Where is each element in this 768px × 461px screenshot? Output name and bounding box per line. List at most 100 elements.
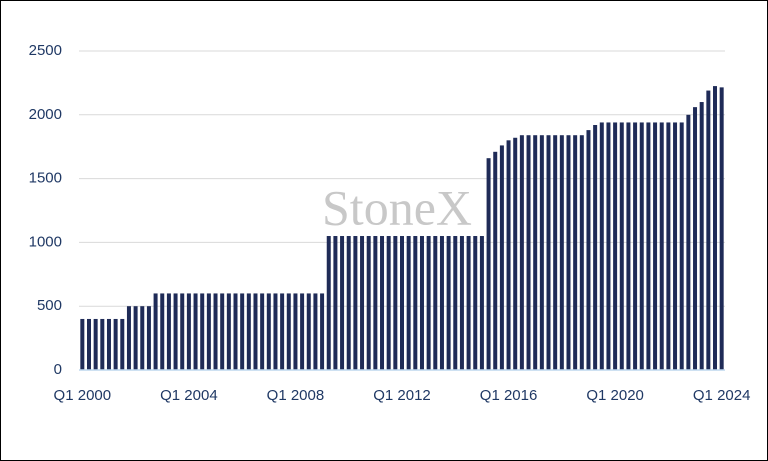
bar bbox=[426, 236, 431, 370]
bar bbox=[693, 107, 698, 371]
y-tick-label: 2500 bbox=[29, 42, 62, 59]
bar bbox=[146, 306, 151, 370]
y-tick-label: 500 bbox=[37, 297, 62, 314]
bar bbox=[126, 306, 131, 370]
x-tick-label: Q1 2000 bbox=[54, 387, 112, 404]
x-tick-label: Q1 2024 bbox=[693, 387, 751, 404]
bar bbox=[173, 293, 178, 370]
bar bbox=[260, 293, 265, 370]
bar bbox=[113, 318, 118, 370]
bar bbox=[553, 135, 558, 370]
bar bbox=[486, 158, 491, 370]
bar bbox=[246, 293, 251, 370]
bar bbox=[519, 135, 524, 370]
bar bbox=[639, 122, 644, 371]
bar bbox=[546, 135, 551, 370]
bar bbox=[120, 318, 125, 370]
bar bbox=[679, 122, 684, 371]
bar bbox=[513, 137, 518, 370]
bar bbox=[666, 122, 671, 371]
bar bbox=[86, 318, 91, 370]
bar bbox=[613, 122, 618, 371]
bar bbox=[326, 236, 331, 370]
bar bbox=[393, 236, 398, 370]
bar bbox=[313, 293, 318, 370]
bar bbox=[573, 135, 578, 370]
bar bbox=[646, 122, 651, 371]
bar bbox=[373, 236, 378, 370]
bar bbox=[499, 145, 504, 370]
y-tick-label: 0 bbox=[54, 361, 62, 378]
bar bbox=[559, 135, 564, 370]
bar bbox=[466, 236, 471, 370]
bar bbox=[320, 293, 325, 370]
bar bbox=[606, 122, 611, 371]
bar bbox=[626, 122, 631, 371]
bar bbox=[380, 236, 385, 370]
bar bbox=[579, 135, 584, 370]
bar bbox=[346, 236, 351, 370]
bar bbox=[619, 122, 624, 371]
bar bbox=[686, 114, 691, 370]
bar bbox=[699, 102, 704, 370]
bar bbox=[153, 293, 158, 370]
x-tick-label: Q1 2008 bbox=[267, 387, 325, 404]
bar bbox=[599, 122, 604, 371]
bar bbox=[539, 135, 544, 370]
bar bbox=[406, 236, 411, 370]
bar bbox=[273, 293, 278, 370]
bar bbox=[593, 125, 598, 371]
bar bbox=[200, 293, 205, 370]
bar bbox=[280, 293, 285, 370]
bar bbox=[366, 236, 371, 370]
bar bbox=[473, 236, 478, 370]
bar bbox=[493, 151, 498, 370]
bar bbox=[659, 122, 664, 371]
bar bbox=[240, 293, 245, 370]
x-tick-label: Q1 2016 bbox=[480, 387, 538, 404]
bar bbox=[713, 86, 718, 370]
x-tick-label: Q1 2004 bbox=[160, 387, 218, 404]
bar bbox=[506, 140, 511, 370]
bar bbox=[266, 293, 271, 370]
bar bbox=[439, 236, 444, 370]
bar bbox=[653, 122, 658, 371]
bar bbox=[333, 236, 338, 370]
bar bbox=[93, 318, 98, 370]
bar bbox=[586, 130, 591, 370]
bar bbox=[566, 135, 571, 370]
bar bbox=[293, 293, 298, 370]
bar bbox=[459, 236, 464, 370]
bar bbox=[719, 87, 724, 370]
y-tick-label: 1000 bbox=[29, 233, 62, 250]
bar bbox=[106, 318, 111, 370]
bar bbox=[446, 236, 451, 370]
bar bbox=[673, 122, 678, 371]
bar bbox=[180, 293, 185, 370]
bar bbox=[419, 236, 424, 370]
x-tick-label: Q1 2020 bbox=[586, 387, 644, 404]
bar bbox=[206, 293, 211, 370]
bar bbox=[286, 293, 291, 370]
bar bbox=[226, 293, 231, 370]
bar bbox=[533, 135, 538, 370]
bar bbox=[253, 293, 258, 370]
bar bbox=[213, 293, 218, 370]
watermark: StoneX bbox=[322, 179, 472, 235]
bar bbox=[80, 318, 85, 370]
bar bbox=[453, 236, 458, 370]
y-tick-label: 2000 bbox=[29, 106, 62, 123]
bar bbox=[100, 318, 105, 370]
bar bbox=[479, 236, 484, 370]
bar bbox=[413, 236, 418, 370]
bar bbox=[133, 306, 138, 370]
bar bbox=[360, 236, 365, 370]
bar bbox=[633, 122, 638, 371]
bar bbox=[433, 236, 438, 370]
bar bbox=[186, 293, 191, 370]
bar bbox=[386, 236, 391, 370]
bar bbox=[706, 90, 711, 370]
bar bbox=[140, 306, 145, 370]
